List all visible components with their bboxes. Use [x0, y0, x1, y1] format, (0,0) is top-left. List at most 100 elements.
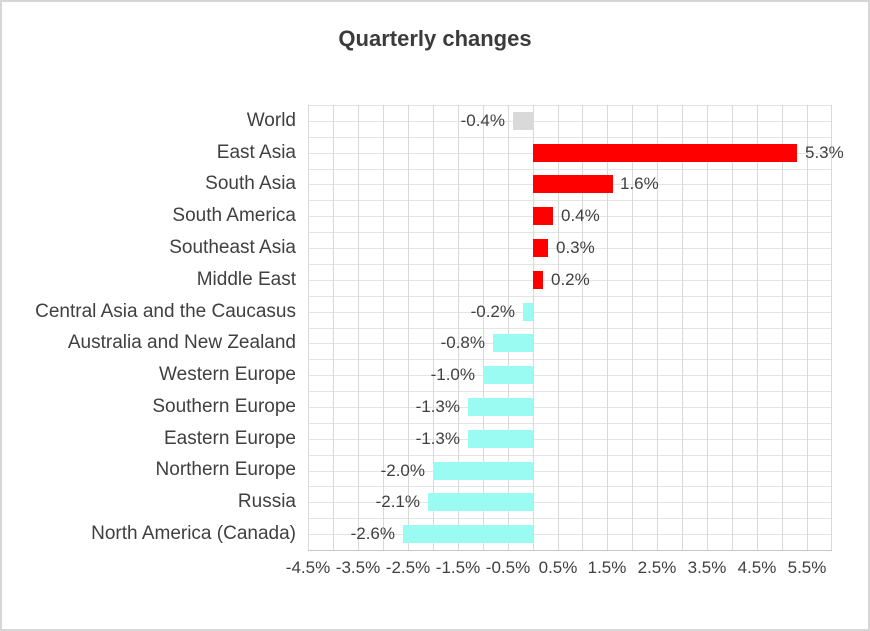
bar-value-label: 0.4%: [561, 206, 600, 225]
bar-value-label: -0.2%: [470, 302, 515, 321]
horizontal-gridline: [308, 248, 832, 249]
x-axis-tick-label: -0.5%: [485, 558, 531, 577]
horizontal-gridline: [308, 375, 832, 376]
vertical-gridline: [383, 105, 384, 550]
category-label: South America: [172, 205, 296, 227]
category-label: Northern Europe: [155, 459, 296, 481]
bar-value-label: 0.2%: [551, 270, 590, 289]
vertical-gridline: [657, 105, 658, 550]
horizontal-gridline: [308, 471, 832, 472]
category-label: Central Asia and the Caucasus: [35, 300, 296, 322]
horizontal-gridline: [308, 232, 832, 233]
horizontal-gridline: [308, 391, 832, 392]
bar: [483, 366, 533, 384]
horizontal-gridline: [308, 105, 832, 106]
category-label: Southeast Asia: [169, 237, 296, 259]
bar-value-label: 5.3%: [805, 143, 844, 162]
vertical-gridline: [483, 105, 484, 550]
bar: [433, 462, 533, 480]
bar-value-label: 0.3%: [556, 238, 595, 257]
vertical-gridline: [732, 105, 733, 550]
horizontal-gridline: [308, 216, 832, 217]
vertical-gridline: [707, 105, 708, 550]
x-axis-tick-label: -1.5%: [435, 558, 481, 577]
bar: [533, 175, 613, 193]
horizontal-gridline: [308, 296, 832, 297]
bar-value-label: -0.8%: [440, 333, 485, 352]
bar: [533, 239, 548, 257]
x-axis-tick-label: 1.5%: [587, 558, 627, 577]
vertical-gridline: [682, 105, 683, 550]
horizontal-gridline: [308, 407, 832, 408]
vertical-gridline: [558, 105, 559, 550]
bar-value-label: -1.3%: [415, 429, 460, 448]
x-axis-tick-label: 3.5%: [687, 558, 727, 577]
horizontal-gridline: [308, 264, 832, 265]
vertical-gridline: [632, 105, 633, 550]
horizontal-gridline: [308, 455, 832, 456]
horizontal-gridline: [308, 200, 832, 201]
x-axis-tick-label: -4.5%: [285, 558, 331, 577]
bar-value-label: -2.6%: [350, 524, 395, 543]
bar: [403, 525, 533, 543]
x-axis-tick-label: -2.5%: [385, 558, 431, 577]
plot-area: -0.4% 5.3% 1.6% 0.4% 0.3% 0.2% -0.2% -0.8% -1.0%…: [308, 105, 844, 551]
horizontal-gridline: [308, 312, 832, 313]
bar: [533, 144, 797, 162]
vertical-gridline: [358, 105, 359, 550]
category-label: Eastern Europe: [163, 427, 296, 449]
x-axis-tick-label: -3.5%: [335, 558, 381, 577]
vertical-gridline: [408, 105, 409, 550]
category-label: East Asia: [216, 141, 296, 163]
bar: [533, 207, 553, 225]
bar: [428, 493, 533, 511]
category-label: Western Europe: [159, 364, 296, 386]
bar: [468, 430, 533, 448]
category-label: Australia and New Zealand: [67, 332, 296, 354]
horizontal-gridline: [308, 534, 832, 535]
category-label: Russia: [237, 491, 296, 513]
bar: [493, 334, 533, 352]
horizontal-gridline: [308, 423, 832, 424]
category-label: Southern Europe: [152, 395, 296, 417]
x-axis-tick-label: 5.5%: [787, 558, 827, 577]
bar-value-label: -2.1%: [375, 492, 420, 511]
horizontal-gridline: [308, 137, 832, 138]
bar: [533, 271, 543, 289]
horizontal-gridline: [308, 486, 832, 487]
x-axis-tick-label: 0.5%: [538, 558, 578, 577]
bar-value-label: -2.0%: [380, 461, 425, 480]
bar-value-label: -1.0%: [430, 365, 475, 384]
horizontal-gridline: [308, 328, 832, 329]
vertical-gridline: [533, 105, 534, 550]
horizontal-gridline: [308, 280, 832, 281]
vertical-gridline: [607, 105, 608, 550]
x-axis-tick-label: 4.5%: [737, 558, 777, 577]
vertical-gridline: [831, 105, 832, 550]
category-label: World: [246, 109, 296, 131]
horizontal-gridline: [308, 169, 832, 170]
horizontal-gridline: [308, 121, 832, 122]
vertical-gridline: [433, 105, 434, 550]
vertical-gridline: [757, 105, 758, 550]
vertical-gridline: [782, 105, 783, 550]
x-axis-tick-label: 2.5%: [637, 558, 677, 577]
category-label: South Asia: [205, 173, 296, 195]
vertical-gridline: [308, 105, 309, 550]
vertical-gridline: [807, 105, 808, 550]
category-label: Middle East: [196, 268, 296, 290]
bar-value-label: -1.3%: [415, 397, 460, 416]
category-axis: World East Asia South Asia South America Sou…: [2, 105, 296, 550]
horizontal-gridline: [308, 518, 832, 519]
horizontal-gridline: [308, 343, 832, 344]
bar-value-label: -0.4%: [460, 111, 505, 130]
bar: [523, 303, 533, 321]
vertical-gridline: [333, 105, 334, 550]
value-axis: -4.5% -3.5% -2.5% -1.5% -0.5% 0.5% 1.5% 2.5% 3.5…: [2, 558, 868, 582]
chart-title: Quarterly changes: [338, 26, 532, 51]
bar: [468, 398, 533, 416]
bar: [513, 112, 533, 130]
vertical-gridline: [508, 105, 509, 550]
vertical-gridline: [582, 105, 583, 550]
